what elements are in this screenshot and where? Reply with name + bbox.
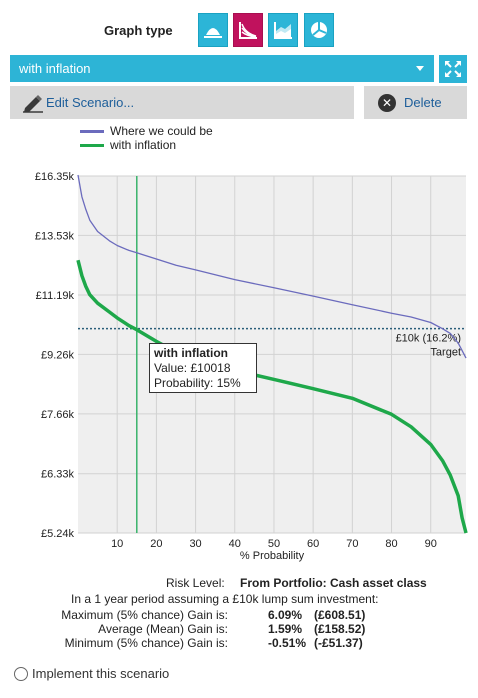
probability-chart[interactable]: £16.35k £13.53k £11.19k £9.26k £7.66k £6.33k £… <box>0 160 478 570</box>
target-line: £10k (16.2%) Target <box>78 327 466 359</box>
tooltip-title: with inflation <box>154 346 228 360</box>
x-tick-label: 10 <box>111 538 123 550</box>
risk-level-value: From Portfolio: Cash asset class <box>240 576 427 590</box>
area-icon <box>204 28 222 38</box>
implement-label: Implement this scenario <box>32 666 170 681</box>
x-tick-label: 80 <box>385 538 397 550</box>
implement-option[interactable]: Implement this scenario <box>14 666 169 681</box>
series-where-we-could-be <box>77 174 467 359</box>
target-value-label: £10k (16.2%) <box>396 333 461 345</box>
close-icon: ✕ <box>378 94 396 112</box>
x-tick-label: 50 <box>268 538 280 550</box>
expand-icon <box>445 61 461 77</box>
chart-legend: Where we could be with inflation <box>80 124 213 152</box>
stat-percent: -0.51% <box>268 636 307 650</box>
fullscreen-button[interactable] <box>439 55 467 83</box>
x-tick-label: 60 <box>307 538 319 550</box>
graph-type-pie-button[interactable] <box>304 13 334 47</box>
scenario-select[interactable]: with inflation <box>10 55 434 82</box>
y-tick-label: £16.35k <box>35 171 75 183</box>
x-axis: 10 20 30 40 50 60 70 80 90 <box>111 538 437 550</box>
delete-button[interactable]: ✕ Delete <box>364 86 467 119</box>
graph-type-stacked-button[interactable] <box>268 13 298 47</box>
legend-item: with inflation <box>80 138 213 152</box>
x-tick-label: 70 <box>346 538 358 550</box>
y-axis: £16.35k £13.53k £11.19k £9.26k £7.66k £6.33k £… <box>35 171 75 540</box>
target-label: Target <box>430 347 461 359</box>
stat-amount: (£608.51) <box>314 608 366 622</box>
graph-type-fan-button[interactable] <box>233 13 263 47</box>
legend-swatch <box>80 129 104 133</box>
x-tick-label: 90 <box>425 538 437 550</box>
scenario-select-value: with inflation <box>19 61 91 76</box>
pie-icon <box>311 22 327 38</box>
y-tick-label: £9.26k <box>41 349 75 361</box>
chevron-down-icon <box>416 66 424 71</box>
stacked-icon <box>274 22 292 39</box>
stat-amount: (-£51.37) <box>314 636 363 650</box>
stat-percent: 1.59% <box>268 622 303 636</box>
stat-row-minimum: Minimum (5% chance) Gain is: -0.51% (-£5… <box>0 636 478 650</box>
x-tick-label: 40 <box>229 538 241 550</box>
delete-label: Delete <box>404 95 442 110</box>
edit-scenario-button[interactable]: Edit Scenario... <box>10 86 354 119</box>
legend-label: Where we could be <box>110 124 213 138</box>
pencil-icon <box>23 95 43 113</box>
legend-label: with inflation <box>110 138 177 152</box>
stat-label: Minimum (5% chance) Gain is: <box>64 636 228 650</box>
tooltip-value: Value: £10018 <box>154 361 231 375</box>
y-tick-label: £6.33k <box>41 469 75 481</box>
stat-row-average: Average (Mean) Gain is: 1.59% (£158.52) <box>0 622 478 636</box>
grid <box>78 175 466 534</box>
y-tick-label: £13.53k <box>35 230 75 242</box>
period-description: In a 1 year period assuming a £10k lump … <box>71 592 379 606</box>
risk-level-label: Risk Level: <box>166 576 225 590</box>
graph-type-area-button[interactable] <box>198 13 228 47</box>
legend-swatch <box>80 143 104 147</box>
x-tick-label: 30 <box>189 538 201 550</box>
graph-type-label: Graph type <box>104 23 173 38</box>
implement-radio[interactable] <box>14 666 28 681</box>
stat-label: Maximum (5% chance) Gain is: <box>61 608 228 622</box>
y-tick-label: £11.19k <box>36 290 75 302</box>
y-tick-label: £5.24k <box>41 528 75 540</box>
y-tick-label: £7.66k <box>41 409 75 421</box>
x-tick-label: 20 <box>150 538 162 550</box>
legend-item: Where we could be <box>80 124 213 138</box>
stat-label: Average (Mean) Gain is: <box>98 622 228 636</box>
edit-scenario-label: Edit Scenario... <box>46 95 135 110</box>
fan-icon <box>239 22 257 39</box>
stat-row-maximum: Maximum (5% chance) Gain is: 6.09% (£608… <box>0 608 478 622</box>
stat-amount: (£158.52) <box>314 622 366 636</box>
x-axis-label: % Probability <box>240 550 305 562</box>
tooltip-probability: Probability: 15% <box>154 376 241 390</box>
stat-percent: 6.09% <box>268 608 303 622</box>
chart-tooltip: with inflation Value: £10018 Probability… <box>149 343 257 393</box>
